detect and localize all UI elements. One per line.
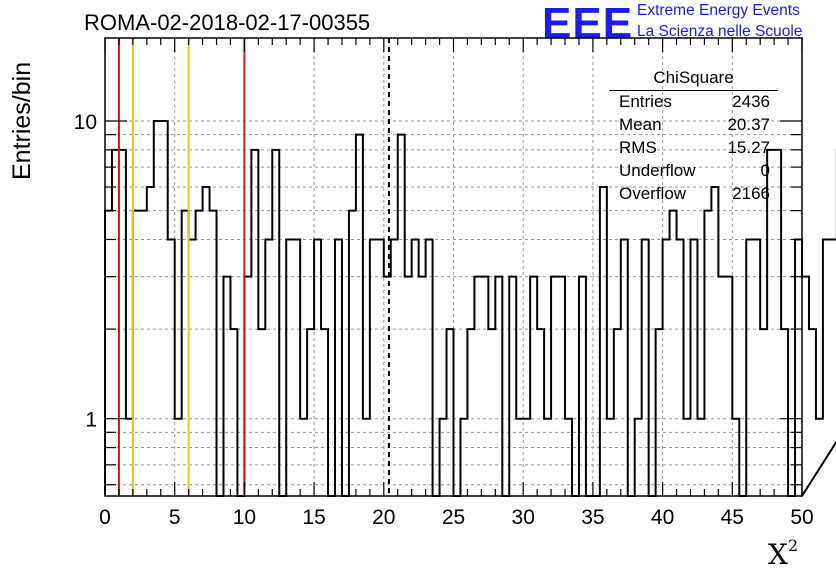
stats-box: ChiSquare Entries 2436 Mean 20.37 RMS 15… xyxy=(609,66,778,205)
stats-value: 2436 xyxy=(732,92,770,111)
logo-line-2: La Scienza nelle Scuole xyxy=(637,23,803,40)
stats-value: 0 xyxy=(760,161,770,180)
x-tick-label: 50 xyxy=(790,506,813,529)
stats-value: 2166 xyxy=(732,184,770,203)
x-tick-label: 20 xyxy=(372,506,395,529)
x-axis-label: X2 xyxy=(768,536,799,571)
stats-title-rule xyxy=(609,90,778,91)
x-tick-label: 30 xyxy=(512,506,535,529)
stats-label: Overflow xyxy=(619,184,687,203)
x-tick-label: 5 xyxy=(169,506,181,529)
stats-label: Entries xyxy=(619,92,672,111)
x-tick-label: 15 xyxy=(302,506,325,529)
y-axis-label: Entries/bin xyxy=(8,61,36,180)
stats-row-rms: RMS 15.27 xyxy=(619,138,770,160)
y-tick-label: 10 xyxy=(74,111,97,134)
plot-title: ROMA-02-2018-02-17-00355 xyxy=(84,10,371,35)
stats-row-entries: Entries 2436 xyxy=(619,92,770,114)
stats-row-underflow: Underflow 0 xyxy=(619,161,770,183)
stats-row-mean: Mean 20.37 xyxy=(619,115,770,137)
stats-label: Underflow xyxy=(619,161,696,180)
stats-value: 15.27 xyxy=(727,138,770,157)
x-tick-label: 35 xyxy=(581,506,604,529)
stats-row-overflow: Overflow 2166 xyxy=(619,184,770,206)
logo-line-1: Extreme Energy Events xyxy=(637,2,800,19)
x-axis-label-base: X xyxy=(768,538,788,571)
x-tick-label: 0 xyxy=(99,506,111,529)
stats-value: 20.37 xyxy=(727,115,770,134)
x-tick-label: 45 xyxy=(721,506,744,529)
stats-label: RMS xyxy=(619,138,657,157)
stats-title: ChiSquare xyxy=(653,68,734,87)
x-tick-label: 40 xyxy=(651,506,674,529)
x-axis-label-sup: 2 xyxy=(787,536,799,555)
x-tick-label: 25 xyxy=(442,506,465,529)
x-tick-label: 10 xyxy=(233,506,256,529)
y-tick-label: 1 xyxy=(85,409,97,432)
stats-label: Mean xyxy=(619,115,662,134)
